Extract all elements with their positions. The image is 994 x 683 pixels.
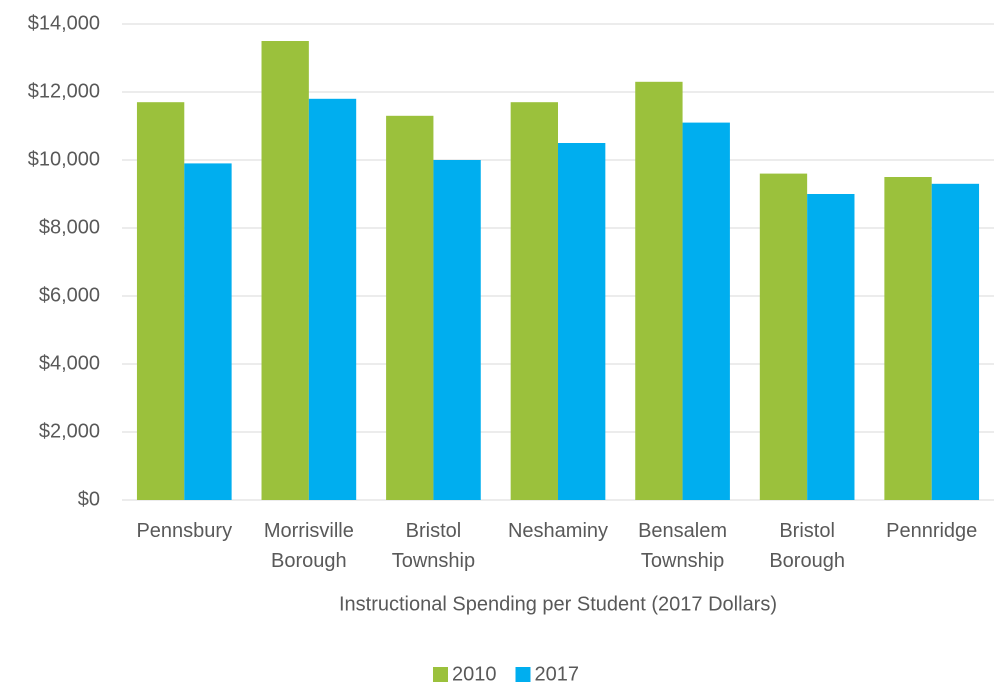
- y-tick-label: $6,000: [39, 284, 100, 306]
- x-tick-line: Bristol: [779, 520, 835, 542]
- y-tick-label: $2,000: [39, 420, 100, 442]
- bar: [682, 122, 730, 500]
- bar: [510, 102, 558, 500]
- y-tick-label: $12,000: [28, 80, 100, 102]
- x-tick-line: Pennridge: [886, 520, 977, 542]
- x-tick-label: Pennsbury: [136, 520, 232, 542]
- x-tick-line: Bensalem: [638, 520, 727, 542]
- bar: [136, 102, 185, 500]
- bar: [759, 173, 808, 500]
- bar: [386, 115, 434, 501]
- x-tick-label: Bensalem Township: [638, 520, 727, 572]
- x-tick-line: Morrisville: [264, 520, 354, 542]
- y-tick-label: $0: [78, 488, 100, 510]
- x-tick-line: Borough: [769, 550, 845, 572]
- bar: [635, 81, 683, 501]
- x-tick-line: Township: [392, 550, 475, 572]
- y-tick-label: $8,000: [39, 216, 100, 238]
- y-tick-label: $10,000: [28, 148, 100, 170]
- x-tick-label: Pennridge: [886, 520, 977, 542]
- legend-label: 2017: [535, 663, 580, 683]
- bar: [261, 41, 309, 500]
- x-tick-line: Borough: [271, 550, 347, 572]
- bar: [184, 163, 232, 500]
- bar: [931, 183, 980, 501]
- bar: [308, 98, 357, 501]
- y-tick-label: $4,000: [39, 352, 100, 374]
- x-tick-line: Township: [641, 550, 724, 572]
- legend-label: 2010: [452, 663, 497, 683]
- x-tick-label: Bristol Borough: [769, 520, 845, 572]
- x-tick-label: Bristol Township: [392, 520, 475, 572]
- bar: [884, 177, 932, 500]
- legend-swatch: [515, 667, 531, 682]
- x-tick-label: Neshaminy: [508, 520, 608, 542]
- x-tick-label: Morrisville Borough: [264, 520, 354, 572]
- x-tick-line: Pennsbury: [136, 520, 232, 542]
- bar: [433, 160, 481, 500]
- x-tick-line: Neshaminy: [508, 520, 608, 542]
- x-axis-label: Instructional Spending per Student (2017…: [339, 593, 777, 615]
- y-tick-label: $14,000: [28, 12, 100, 34]
- legend-swatch: [433, 667, 448, 682]
- bar: [558, 143, 606, 500]
- bar: [807, 194, 855, 500]
- x-tick-line: Bristol: [406, 520, 462, 542]
